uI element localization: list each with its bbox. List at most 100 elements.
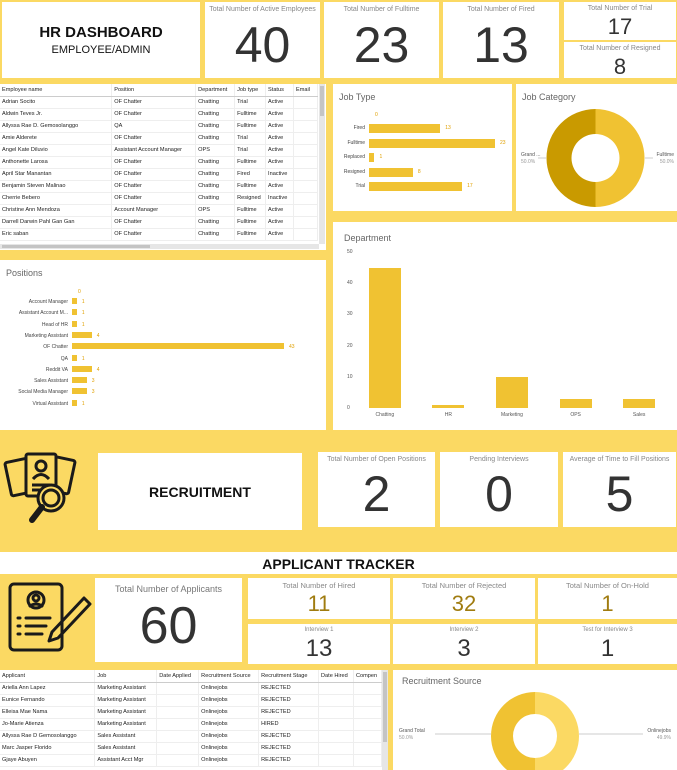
vertical-scrollbar[interactable] [382,670,388,770]
table-cell [156,730,200,743]
table-row[interactable]: Eunice Fernando Marketing Assistant Online… [0,694,383,707]
bar[interactable] [72,399,77,406]
bar[interactable] [72,331,92,338]
bar[interactable] [72,365,92,372]
table-row[interactable]: Christine Ann Mendoza Account Manager OPS F… [0,204,319,217]
table-row[interactable]: Cherrie Bebero OF Chatter Chatting Resigned… [0,192,319,205]
bar[interactable] [72,343,284,350]
bar[interactable] [72,298,77,304]
donut-label-left: Grand ... [521,152,541,158]
bar[interactable] [369,138,495,148]
dashboard-title-card: HR DASHBOARD EMPLOYEE/ADMIN [2,2,200,78]
scrollbar-thumb[interactable] [320,86,324,116]
bar[interactable] [369,124,441,133]
column-header[interactable]: Job [94,670,158,683]
bar[interactable] [432,404,465,408]
column-header[interactable]: Email [293,84,319,97]
bar-value-label: 17 [467,183,473,189]
table-row[interactable]: Allyssa Rae D. Gemosolanggo QA Chatting Ful… [0,120,319,133]
table-row[interactable]: Amie Alderete OF Chatter Chatting Trial Acti… [0,132,319,145]
donut-pct-left: 50.0% [521,159,536,165]
table-cell: Chatting [195,120,236,133]
table-cell: QA [111,120,197,133]
recruitment-documents-icon [3,452,77,523]
bar[interactable] [72,309,77,316]
column-header[interactable]: Recruitment Stage [258,670,320,683]
table-cell: Onlinejobs [198,730,260,743]
applicant-table-header: Applicant Job Date Applied Recruitment S… [0,670,383,683]
table-cell [156,754,200,767]
table-row[interactable]: Darrell Darwin Pahl Gan Gan OF Chatter Cha… [0,216,319,229]
table-row[interactable]: April Star Manantan OF Chatter Chatting Fir… [0,168,319,181]
table-cell: OF Chatter [111,168,197,181]
recruitment-title: RECRUITMENT [149,484,251,500]
positions-chart: Positions 0 Account Manager 1 Assistant Ac… [0,260,326,430]
bar[interactable] [368,267,401,408]
bar[interactable] [369,167,413,177]
column-header[interactable]: Compen [353,670,383,683]
table-cell [318,754,354,767]
y-tick-label: 20 [347,342,353,349]
column-header[interactable]: Date Applied [156,670,200,683]
column-header[interactable]: Applicant [0,670,96,683]
kpi-value: 0 [485,466,513,522]
table-cell: Chatting [195,192,236,205]
table-row[interactable]: Allyssa Rae D Gemosolanggo Sales Assistan… [0,730,383,743]
table-cell: Assistant Account Manager [111,144,197,157]
bar-value-label: 1 [81,310,85,317]
bar[interactable] [496,376,528,408]
bar[interactable] [369,153,375,162]
table-row[interactable]: Aldwin Teves Jr. OF Chatter Chatting Fullti… [0,108,319,121]
vertical-scrollbar[interactable] [319,84,325,244]
applicant-illustration [2,578,92,658]
column-header[interactable]: Recruitment Source [198,670,260,683]
horizontal-scrollbar[interactable] [0,244,319,249]
column-header[interactable]: Date Hired [318,670,354,683]
table-cell: OF Chatter [111,108,197,121]
kpi-active-employees: Total Number of Active Employees 40 [205,2,320,78]
kpi-hired: Total Number of Hired 11 [248,578,390,619]
table-cell: Onlinejobs [198,682,260,695]
table-cell: Eunice Fernando [0,694,96,707]
column-header[interactable]: Position [111,84,197,97]
table-row[interactable]: Gjaye Abuyen Assistant Acct Mgr Onlinejobs… [0,754,383,767]
bar[interactable] [623,398,656,408]
bar[interactable] [72,377,87,384]
table-row[interactable]: Adrian Socito OF Chatter Chatting Trial Acti… [0,96,319,109]
bar-category-label: Fired [353,125,365,131]
scrollbar-thumb[interactable] [383,672,387,742]
bar-value-label: 43 [289,344,295,351]
table-cell: Fulltime [234,156,267,169]
table-cell: Sales Assistant [94,742,158,755]
table-row[interactable]: Jo-Marie Atienza Marketing Assistant Onlin… [0,718,383,731]
table-cell: REJECTED [258,706,320,719]
y-tick-label: 30 [347,311,353,318]
table-cell: Marketing Assistant [94,682,158,695]
table-row[interactable]: Elleisa Mae Nama Marketing Assistant Onlin… [0,706,383,719]
table-cell [293,192,319,205]
table-row[interactable]: Eric saban OF Chatter Chatting Fulltime Acti… [0,228,319,241]
scrollbar-thumb[interactable] [2,245,150,248]
donut-slice-right [595,109,645,207]
table-cell: Trial [234,144,267,157]
bar[interactable] [369,182,463,191]
column-header[interactable]: Department [195,84,236,97]
applicant-table-panel: Applicant Job Date Applied Recruitment S… [0,670,388,770]
table-row[interactable]: Angel Kate Diluvio Assistant Account Mana… [0,144,319,157]
column-header[interactable]: Job type [234,84,267,97]
bar-value-label: 3 [91,378,95,385]
table-row[interactable]: Anthonette Larosa OF Chatter Chatting Fullt… [0,156,319,169]
donut-pct-left: 50.0% [399,735,414,741]
bar[interactable] [72,320,77,327]
column-header[interactable]: Employee name [0,84,113,97]
kpi-rejected: Total Number of Rejected 32 [393,578,535,619]
table-row[interactable]: Benjamin Steven Malinao OF Chatter Chattin… [0,180,319,193]
column-header[interactable]: Status [265,84,294,97]
y-tick-label: 0 [347,405,350,411]
bar-category-label: QA [60,355,68,362]
table-row[interactable]: Marc Jasper Florido Sales Assistant Online… [0,742,383,755]
bar[interactable] [559,398,592,408]
bar[interactable] [72,388,87,395]
bar[interactable] [72,354,77,361]
table-row[interactable]: Ariella Ann Lapez Marketing Assistant Onli… [0,682,383,695]
